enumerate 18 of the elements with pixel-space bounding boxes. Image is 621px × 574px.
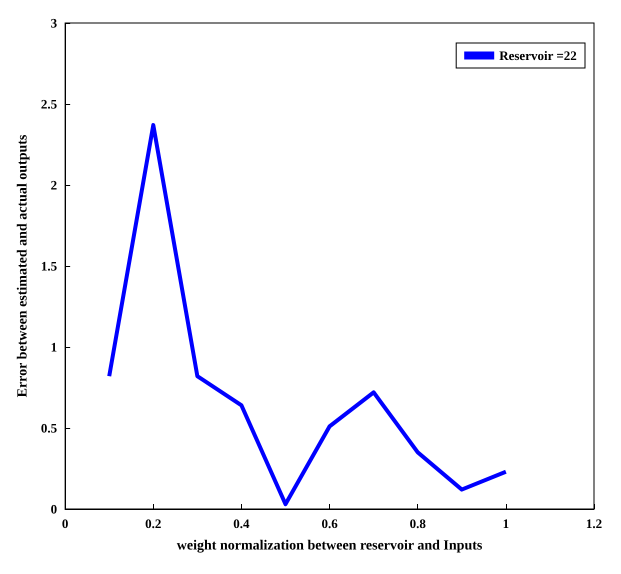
x-tick-label: 0.2 — [145, 516, 162, 531]
x-tick-label: 0.4 — [233, 516, 250, 531]
y-tick-label: 0 — [50, 502, 58, 516]
y-tick-label: 2.5 — [40, 96, 58, 112]
x-tick-label: 1 — [502, 516, 510, 531]
y-tick-label: 3 — [50, 16, 58, 30]
x-tick-label: 0.6 — [321, 516, 338, 531]
x-tick-label: 0 — [62, 516, 68, 531]
y-tick-label: 2 — [50, 178, 58, 192]
legend-label: Reservoir =22 — [499, 48, 577, 63]
x-tick-label: 0.8 — [410, 516, 426, 531]
line-series — [107, 123, 508, 506]
y-tick-label: 0.5 — [40, 420, 58, 436]
y-tick-label: 1.5 — [40, 258, 58, 274]
y-axis-title: Error between estimated and actual outputs — [16, 134, 30, 398]
y-tick-label: 1 — [50, 340, 58, 354]
x-axis-title: weight normalization between reservoir and Inputs — [176, 538, 483, 554]
x-tick-label: 1.2 — [586, 516, 602, 531]
